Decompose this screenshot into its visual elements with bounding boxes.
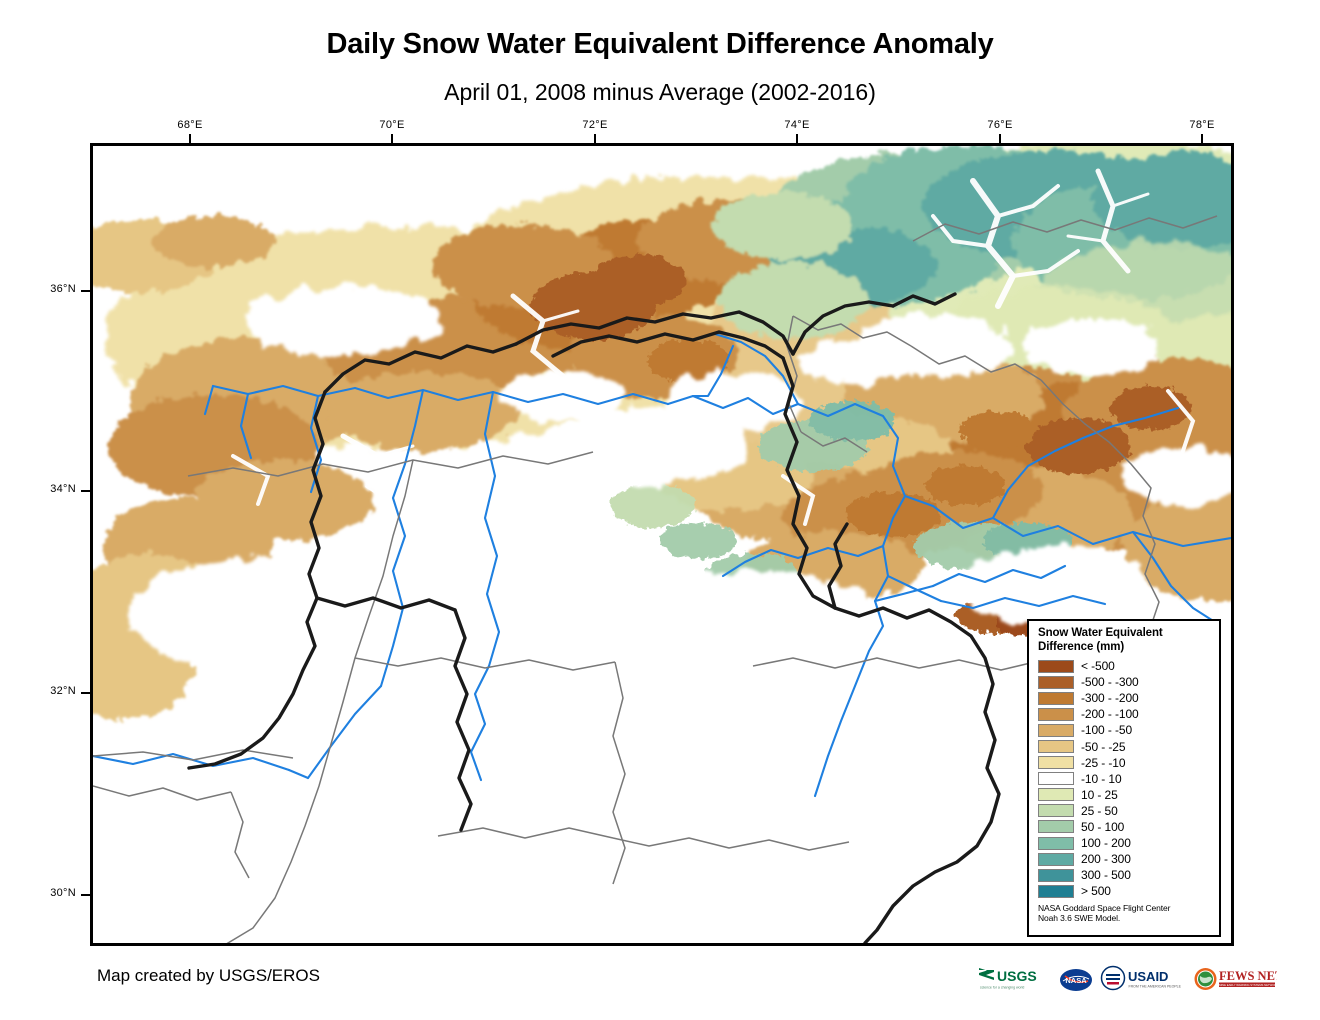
- map-legend: Snow Water Equivalent Difference (mm) < …: [1027, 619, 1221, 937]
- legend-label: 200 - 300: [1081, 852, 1131, 867]
- svg-text:FROM THE AMERICAN PEOPLE: FROM THE AMERICAN PEOPLE: [1129, 985, 1182, 989]
- x-axis-label: 78°E: [1189, 119, 1215, 131]
- legend-swatch: [1038, 707, 1074, 721]
- legend-row: -10 - 10: [1038, 771, 1212, 787]
- legend-swatch: [1038, 884, 1074, 898]
- legend-label: -500 - -300: [1081, 675, 1139, 690]
- legend-row: 100 - 200: [1038, 835, 1212, 851]
- legend-label: 50 - 100: [1081, 819, 1125, 834]
- legend-label: -50 - -25: [1081, 739, 1126, 754]
- x-axis-label: 70°E: [379, 119, 405, 131]
- page-subtitle: April 01, 2008 minus Average (2002-2016): [444, 79, 876, 105]
- legend-swatch: [1038, 659, 1074, 673]
- legend-row: < -500: [1038, 658, 1212, 674]
- legend-label: 25 - 50: [1081, 803, 1118, 818]
- fewsnet-logo: FEWS NET FAMINE EARLY WARNING SYSTEMS NE…: [1194, 968, 1277, 990]
- y-axis-label: 30°N: [50, 887, 76, 899]
- x-axis-label: 74°E: [784, 119, 810, 131]
- map-author-credit: Map created by USGS/EROS: [97, 966, 320, 985]
- legend-label: -300 - -200: [1081, 691, 1139, 706]
- legend-swatch: [1038, 804, 1074, 818]
- legend-row: -50 - -25: [1038, 738, 1212, 754]
- legend-row: -500 - -300: [1038, 674, 1212, 690]
- legend-credit: NASA Goddard Space Flight Center Noah 3.…: [1038, 903, 1212, 923]
- legend-label: -200 - -100: [1081, 707, 1139, 722]
- usgs-logo: USGS science for a changing world: [979, 968, 1037, 990]
- y-axis-label: 36°N: [50, 283, 76, 295]
- legend-label: > 500: [1081, 884, 1111, 899]
- legend-row: 200 - 300: [1038, 851, 1212, 867]
- legend-label: -10 - 10: [1081, 771, 1122, 786]
- river-layer: [93, 332, 1231, 798]
- legend-credit-line1: NASA Goddard Space Flight Center: [1038, 903, 1171, 914]
- legend-swatch: [1038, 675, 1074, 689]
- usaid-logo: USAID FROM THE AMERICAN PEOPLE: [1100, 965, 1182, 991]
- y-axis-tick: [81, 692, 90, 694]
- legend-row: 10 - 25: [1038, 787, 1212, 803]
- legend-row: 50 - 100: [1038, 819, 1212, 835]
- legend-swatch: [1038, 740, 1074, 754]
- legend-swatch: [1038, 691, 1074, 705]
- legend-swatch: [1038, 723, 1074, 737]
- legend-credit-line2: Noah 3.6 SWE Model.: [1038, 913, 1121, 924]
- legend-swatch: [1038, 836, 1074, 850]
- legend-class-list: < -500 -500 - -300 -300 - -200 -200 - -100-…: [1038, 658, 1212, 899]
- svg-text:FAMINE EARLY WARNING SYSTEMS N: FAMINE EARLY WARNING SYSTEMS NETWORK: [1216, 983, 1277, 987]
- legend-title: Snow Water Equivalent Difference (mm): [1038, 627, 1212, 654]
- international-border-layer: [187, 292, 1001, 943]
- legend-label: 100 - 200: [1081, 836, 1131, 851]
- y-axis-tick: [81, 490, 90, 492]
- x-axis-tick: [1201, 134, 1203, 143]
- legend-title-line2: Difference (mm): [1038, 640, 1125, 653]
- legend-swatch: [1038, 788, 1074, 802]
- x-axis-tick: [189, 134, 191, 143]
- x-axis-tick: [391, 134, 393, 143]
- legend-row: 25 - 50: [1038, 803, 1212, 819]
- y-axis-label: 32°N: [50, 685, 76, 697]
- legend-label: -25 - -10: [1081, 755, 1126, 770]
- legend-swatch: [1038, 756, 1074, 770]
- legend-label: 300 - 500: [1081, 868, 1131, 883]
- legend-swatch: [1038, 820, 1074, 834]
- legend-swatch: [1038, 852, 1074, 866]
- legend-row: -300 - -200: [1038, 690, 1212, 706]
- x-axis-label: 72°E: [582, 119, 608, 131]
- anomaly-raster-layer: [93, 146, 1231, 721]
- svg-text:USAID: USAID: [1128, 969, 1168, 984]
- x-axis-tick: [594, 134, 596, 143]
- legend-row: -200 - -100: [1038, 706, 1212, 722]
- legend-row: 300 - 500: [1038, 867, 1212, 883]
- legend-label: 10 - 25: [1081, 787, 1118, 802]
- svg-text:NASA: NASA: [1065, 976, 1087, 985]
- legend-swatch: [1038, 868, 1074, 882]
- svg-text:USGS: USGS: [997, 968, 1037, 984]
- map-frame[interactable]: Snow Water Equivalent Difference (mm) < …: [90, 143, 1234, 946]
- y-axis-tick: [81, 290, 90, 292]
- svg-text:science for a changing world: science for a changing world: [980, 986, 1024, 990]
- nasa-logo: NASA: [1060, 969, 1092, 991]
- legend-swatch: [1038, 772, 1074, 786]
- legend-title-line1: Snow Water Equivalent: [1038, 627, 1163, 639]
- x-axis-tick: [796, 134, 798, 143]
- legend-row: -100 - -50: [1038, 722, 1212, 738]
- svg-text:FEWS NET: FEWS NET: [1219, 969, 1277, 983]
- agency-logo-row: USGS science for a changing world NASA U…: [978, 960, 1277, 1000]
- page-title: Daily Snow Water Equivalent Difference A…: [326, 28, 994, 60]
- x-axis-label: 76°E: [987, 119, 1013, 131]
- legend-row: -25 - -10: [1038, 755, 1212, 771]
- legend-label: < -500: [1081, 659, 1115, 674]
- legend-row: > 500: [1038, 883, 1212, 899]
- x-axis-label: 68°E: [177, 119, 203, 131]
- y-axis-label: 34°N: [50, 483, 76, 495]
- y-axis-tick: [81, 894, 90, 896]
- admin-border-layer: [93, 215, 1218, 943]
- legend-label: -100 - -50: [1081, 723, 1133, 738]
- x-axis-tick: [999, 134, 1001, 143]
